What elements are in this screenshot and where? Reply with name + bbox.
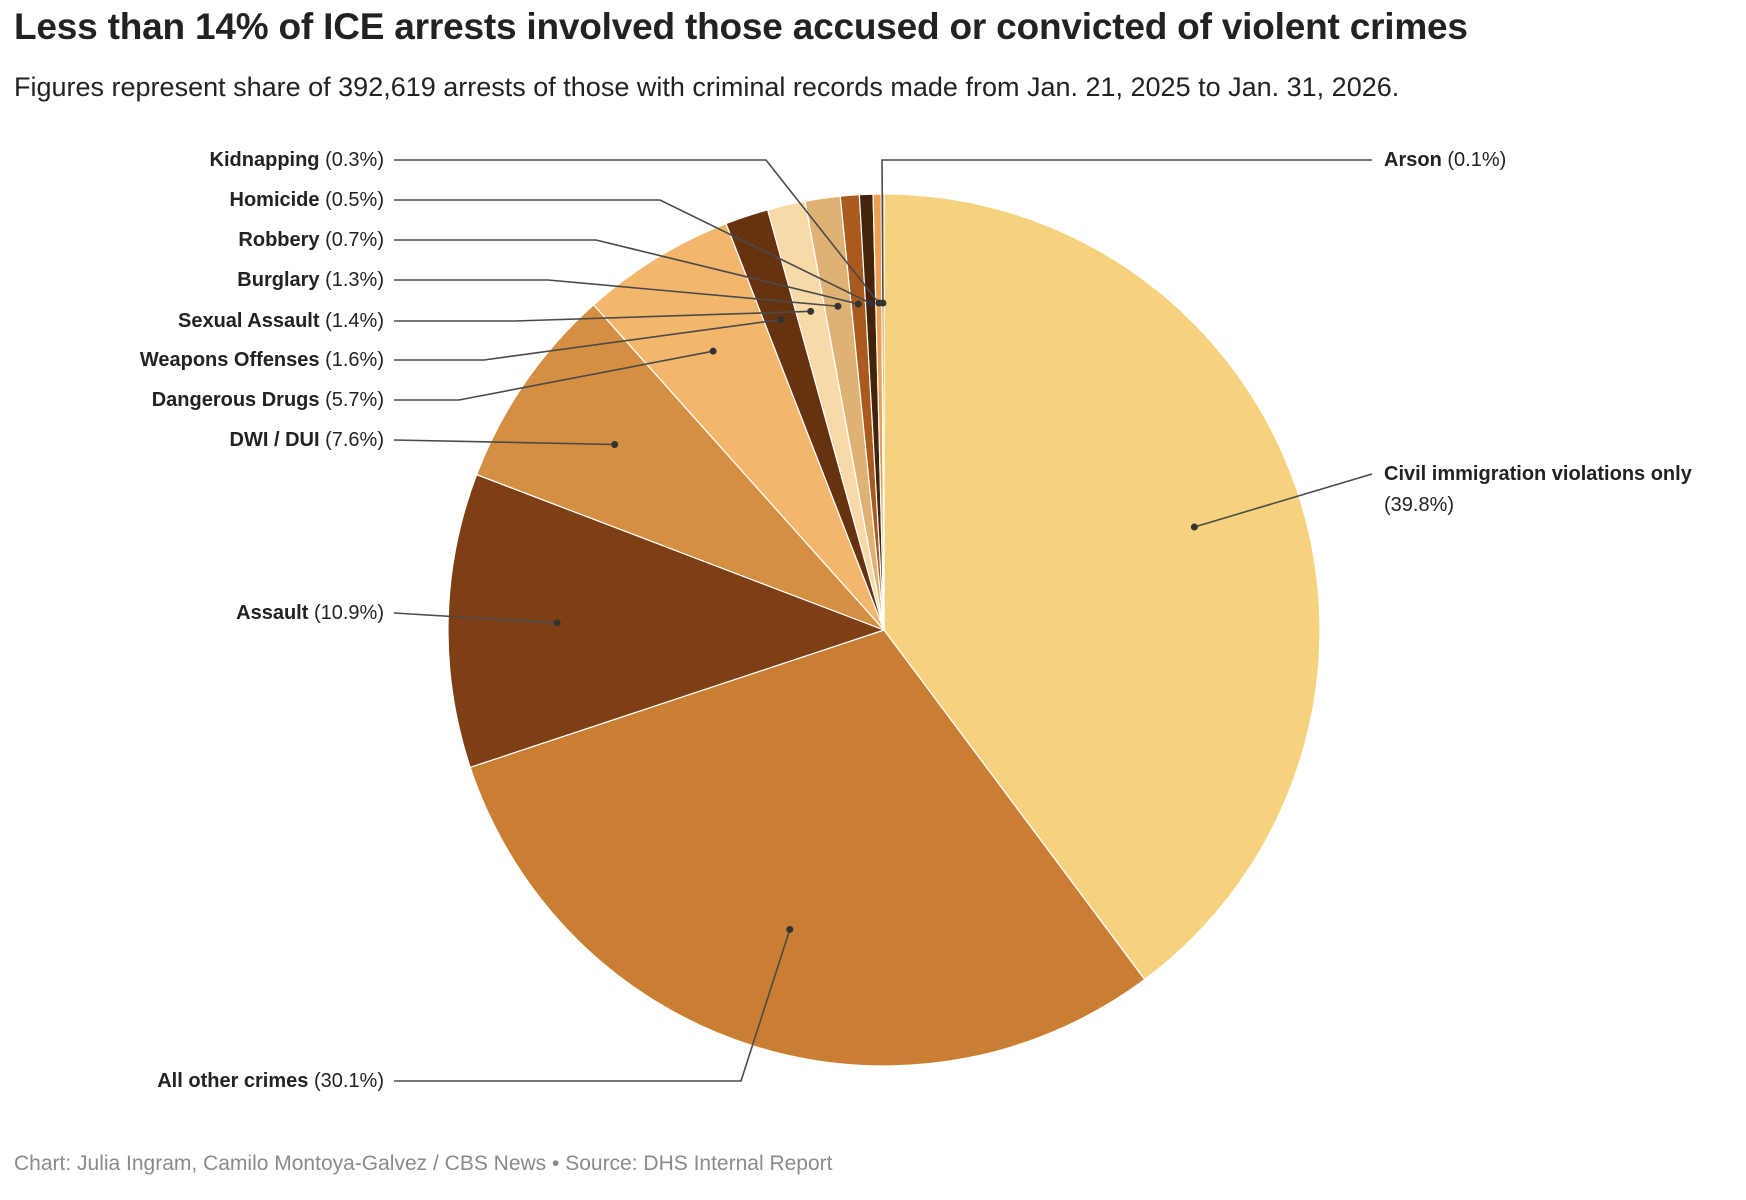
slice-label-value: (5.7%) xyxy=(320,389,384,411)
leader-dot-1 xyxy=(786,925,794,933)
chart-subtitle: Figures represent share of 392,619 arres… xyxy=(14,72,1400,102)
pie-slice-0 xyxy=(883,193,1321,981)
slice-label-value: (0.1%) xyxy=(1442,149,1506,171)
slice-label-value: (10.9%) xyxy=(308,602,384,624)
slice-label-name: Dangerous Drugs xyxy=(152,389,320,411)
slice-label-10: Kidnapping (0.3%) xyxy=(210,149,384,171)
leader-dot-11 xyxy=(879,299,887,307)
leader-line-8 xyxy=(394,239,859,305)
slice-label-value: (1.3%) xyxy=(320,269,384,291)
leader-dot-8 xyxy=(854,300,862,308)
leader-dot-0 xyxy=(1190,523,1198,531)
slice-label-name: Arson xyxy=(1384,149,1442,171)
leader-line-6 xyxy=(394,310,811,322)
leader-line-1 xyxy=(394,929,791,1082)
slice-label-2: Assault (10.9%) xyxy=(236,602,384,624)
slice-label-7: Burglary (1.3%) xyxy=(237,269,384,291)
slice-label-value: (39.8%) xyxy=(1384,494,1454,516)
leader-dot-5 xyxy=(777,316,785,324)
leader-dot-6 xyxy=(807,307,815,315)
slice-label-name: Assault xyxy=(236,602,309,624)
leader-dot-2 xyxy=(553,619,561,627)
slice-label-value: (30.1%) xyxy=(308,1070,384,1092)
leader-line-7 xyxy=(394,279,838,308)
slice-label-value: (0.7%) xyxy=(320,229,384,251)
slice-label-name: Robbery xyxy=(238,229,320,251)
leader-dot-9 xyxy=(867,299,875,307)
leader-line-10 xyxy=(394,159,880,304)
slice-label-name: DWI / DUI xyxy=(230,429,320,451)
pie-slice-1 xyxy=(469,629,1146,1067)
pie-slice-3 xyxy=(475,303,885,631)
leader-line-5 xyxy=(394,318,782,361)
slice-label-value: (0.3%) xyxy=(320,149,384,171)
slice-label-1: All other crimes (30.1%) xyxy=(157,1070,384,1092)
leader-line-11 xyxy=(881,159,1372,304)
chart-footer: Chart: Julia Ingram, Camilo Montoya-Galv… xyxy=(14,1152,833,1175)
slice-label-9: Homicide (0.5%) xyxy=(230,189,385,211)
leader-line-3 xyxy=(393,439,615,446)
slice-label-8: Robbery (0.7%) xyxy=(238,229,384,251)
slice-label-4: Dangerous Drugs (5.7%) xyxy=(152,389,384,411)
slice-label-5: Weapons Offenses (1.6%) xyxy=(140,349,384,371)
slice-label-name: Burglary xyxy=(237,269,320,291)
pie-slice-2 xyxy=(447,473,886,769)
slice-label-value: (1.6%) xyxy=(320,349,384,371)
slice-label-name: Civil immigration violations only xyxy=(1384,463,1693,485)
leader-line-0 xyxy=(1194,473,1373,528)
slice-label-name: Kidnapping xyxy=(210,149,320,171)
slice-label-value: (1.4%) xyxy=(320,310,384,332)
slice-label-name: Weapons Offenses xyxy=(140,349,320,371)
slice-label-3: DWI / DUI (7.6%) xyxy=(230,429,384,451)
pie-slice-4 xyxy=(592,222,885,631)
slice-label-0: Civil immigration violations only (39.8%) xyxy=(1384,463,1693,516)
slice-label-name: Homicide xyxy=(230,189,320,211)
slice-label-value: (7.6%) xyxy=(320,429,384,451)
slice-label-name: Sexual Assault xyxy=(178,310,320,332)
leader-dot-7 xyxy=(834,302,842,310)
leader-line-4 xyxy=(394,350,714,401)
slice-label-name: All other crimes xyxy=(157,1070,308,1092)
slice-label-11: Arson (0.1%) xyxy=(1384,149,1506,171)
chart-title: Less than 14% of ICE arrests involved th… xyxy=(14,6,1468,47)
leader-line-9 xyxy=(394,199,872,304)
slice-label-6: Sexual Assault (1.4%) xyxy=(178,310,384,332)
leader-dot-3 xyxy=(611,441,619,449)
leader-line-2 xyxy=(393,612,558,624)
slice-label-value: (0.5%) xyxy=(320,189,384,211)
leader-dot-4 xyxy=(709,347,717,355)
